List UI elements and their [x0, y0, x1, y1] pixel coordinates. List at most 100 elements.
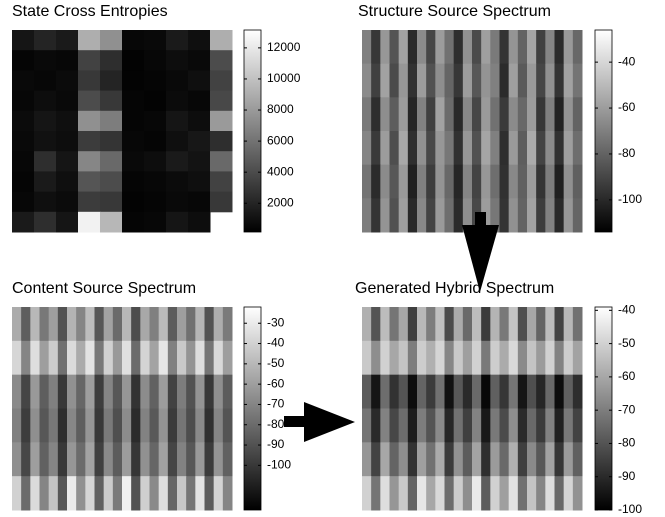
heatmap-cell [39, 442, 50, 477]
heatmap-cell [67, 340, 77, 376]
heatmap-cell [188, 171, 211, 193]
heatmap-cell [536, 374, 546, 409]
heatmap-cell [380, 97, 390, 132]
heatmap-cell [398, 374, 409, 409]
heatmap-cell [204, 340, 215, 376]
heatmap-cell [389, 164, 400, 199]
heatmap-cell [453, 30, 464, 65]
colorbar [243, 306, 262, 511]
heatmap-cell [545, 198, 555, 233]
heatmap-cell [481, 340, 491, 376]
heatmap-cell [499, 340, 510, 376]
heatmap-cell [103, 340, 114, 376]
heatmap-cell [12, 110, 35, 132]
heatmap-cell [100, 211, 123, 233]
heatmap-cell [417, 374, 427, 409]
heatmap-cell [426, 97, 436, 132]
heatmap-cell [407, 408, 418, 443]
heatmap-cell [188, 70, 211, 92]
heatmap-cell [444, 374, 455, 409]
heatmap-cell [398, 408, 409, 443]
heatmap-cell [371, 131, 381, 166]
heatmap-cell [56, 171, 79, 193]
heatmap-cell [167, 307, 178, 342]
heatmap-cell [499, 30, 510, 65]
heatmap-cell [222, 476, 233, 511]
heatmap-cell [435, 63, 445, 98]
heatmap-cell [210, 50, 233, 71]
heatmap-cell [12, 50, 35, 71]
heatmap-cell [490, 307, 500, 342]
heatmap-cell [103, 374, 114, 409]
heatmap-cell [389, 198, 400, 233]
heatmap-cell [140, 476, 150, 511]
heatmap-cell [122, 50, 145, 71]
heatmap-cell [362, 408, 372, 443]
heatmap-cell [490, 97, 500, 132]
heatmap-cell [56, 50, 79, 71]
heatmap-cell [204, 476, 215, 511]
heatmap-cell [563, 198, 574, 233]
heatmap-cell [398, 198, 409, 233]
heatmap-cell [362, 442, 372, 477]
heatmap-cell [527, 408, 537, 443]
heatmap-cell [435, 408, 445, 443]
heatmap-cell [100, 90, 123, 112]
heatmap-cell [444, 131, 455, 166]
heatmap-cell [186, 408, 196, 443]
colorbar [243, 29, 262, 233]
heatmap-cell [462, 476, 473, 511]
heatmap-cell [554, 63, 565, 98]
heatmap-cell [554, 164, 565, 199]
heatmap-cell [462, 30, 473, 65]
heatmap-cell [12, 90, 35, 112]
heatmap-cell [435, 97, 445, 132]
heatmap-cell [177, 408, 187, 443]
heatmap-cell [499, 97, 510, 132]
heatmap-cell [12, 30, 35, 51]
heatmap-cell [453, 164, 464, 199]
chart-title: Content Source Spectrum [12, 280, 196, 297]
colorbar-tick-label: 2000 [267, 195, 294, 209]
heatmap-cell [76, 408, 86, 443]
heatmap-cell [177, 476, 187, 511]
heatmap-cell [94, 476, 105, 511]
heatmap-cell [122, 191, 145, 213]
heatmap-cell [112, 408, 123, 443]
colorbar-tick-label: -100 [618, 192, 642, 206]
heatmap-cell [417, 198, 427, 233]
colorbar-tick-label: -90 [267, 437, 285, 451]
heatmap-cell [30, 340, 40, 376]
heatmap-cell [30, 476, 40, 511]
heatmap-cell [166, 70, 189, 92]
heatmap-cell [371, 97, 381, 132]
heatmap-cell [122, 408, 132, 443]
heatmap-cell [462, 374, 473, 409]
heatmap-cell [122, 90, 145, 112]
heatmap-cell [499, 198, 510, 233]
heatmap-cell [517, 30, 528, 65]
heatmap-cell [481, 307, 491, 342]
heatmap-cell [195, 408, 205, 443]
heatmap-cell [57, 408, 68, 443]
heatmap-cell [407, 97, 418, 132]
heatmap-cell [140, 374, 150, 409]
heatmap-cell [78, 131, 101, 152]
heatmap-cell [76, 374, 86, 409]
heatmap-cell [131, 374, 141, 409]
heatmap-cell [490, 408, 500, 443]
heatmap-cell [426, 374, 436, 409]
heatmap-cell [167, 374, 178, 409]
heatmap-cell [499, 408, 510, 443]
heatmap-cell [554, 198, 565, 233]
heatmap-cell [149, 442, 160, 477]
heatmap-cell [389, 340, 400, 376]
heatmap-cell [210, 131, 233, 152]
heatmap-cell [177, 340, 187, 376]
heatmap-cell [57, 476, 68, 511]
heatmap-cell [158, 442, 169, 477]
heatmap-cell [85, 307, 95, 342]
heatmap-cell [481, 63, 491, 98]
heatmap-cell [572, 442, 583, 477]
colorbar-tick-label: -80 [618, 146, 636, 160]
